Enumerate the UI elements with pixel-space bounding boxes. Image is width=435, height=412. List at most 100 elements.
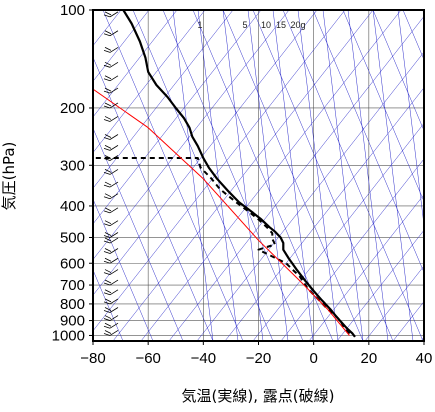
isotherm-11 <box>93 10 262 225</box>
wind-barb-flag-20 <box>103 272 111 275</box>
mixing-ratio-line-2 <box>222 10 264 341</box>
wind-barb-3 <box>103 61 119 68</box>
wind-barb-flag-13 <box>103 196 111 200</box>
wind-barb-7 <box>103 116 119 122</box>
isolines <box>93 10 424 341</box>
wind-barb-flag-24 <box>103 310 111 313</box>
wind-barb-14 <box>103 207 119 214</box>
y-tick-label-5: 600 <box>60 255 85 272</box>
y-tick-label-2: 300 <box>60 157 85 174</box>
dry-adiabat-17 <box>342 10 424 203</box>
mixing-ratio-line-8 <box>372 10 414 341</box>
mixing-ratio-label-4: 20g <box>290 20 305 30</box>
wind-barb-staff-4 <box>109 75 119 82</box>
wind-barb-flag-25 <box>103 318 111 321</box>
mixing-ratio-line-4 <box>272 10 314 341</box>
mixing-ratio-line-3 <box>247 10 289 341</box>
wind-barb-flag-18 <box>103 251 111 254</box>
wind-barb-staff-18 <box>109 248 119 254</box>
dry-adiabat-5 <box>93 269 124 341</box>
wind-barb-25 <box>103 315 119 321</box>
wind-barb-flag-6 <box>103 105 111 109</box>
wind-barb-19 <box>103 257 119 264</box>
wind-barb-flag2-23 <box>104 298 112 303</box>
wind-barb-staff-8 <box>109 134 119 140</box>
wind-barb-staff-13 <box>109 193 119 200</box>
dry-adiabat-11 <box>162 10 304 341</box>
isotherm-24 <box>364 265 424 341</box>
y-tick-label-6: 700 <box>60 277 85 294</box>
wind-barb-flag-15 <box>103 223 111 227</box>
isotherm-16 <box>140 10 402 341</box>
wind-barb-staff-26 <box>109 322 119 329</box>
wind-barb-staff-14 <box>109 207 119 214</box>
x-tick-label-5: 20 <box>360 350 377 367</box>
wind-barb-flag-10 <box>103 158 111 161</box>
wind-barb-flag2-19 <box>104 257 112 262</box>
wind-barb-staff-22 <box>109 289 119 296</box>
dry-adiabat-9 <box>102 10 244 341</box>
y-tick-label-8: 900 <box>60 313 85 330</box>
mixing-ratio-label-1: 5 <box>242 20 247 30</box>
y-tick-label-4: 500 <box>60 229 85 246</box>
mixing-ratio-line-5 <box>297 10 339 341</box>
wind-barb-flag-14 <box>103 210 111 214</box>
dry-adiabat-10 <box>132 10 274 341</box>
isotherm-12 <box>93 10 290 260</box>
dry-adiabat-8 <box>93 56 214 341</box>
wind-barb-16 <box>103 232 119 238</box>
wind-barb-staff-3 <box>109 61 119 68</box>
wind-barb-flag2-25 <box>104 315 112 319</box>
y-tick-label-1: 200 <box>60 100 85 117</box>
wind-barb-staff-16 <box>109 232 119 238</box>
wind-barb-flag2-21 <box>104 279 112 284</box>
wind-barb-flag2-27 <box>104 330 112 334</box>
mixing-ratio-line-9 <box>397 10 424 228</box>
isotherm-8 <box>93 10 178 118</box>
wind-barb-11 <box>103 169 119 175</box>
wind-barb-flag2-1 <box>104 30 112 35</box>
dry-adiabat-19 <box>402 10 424 61</box>
wind-barb-flag-16 <box>103 235 111 238</box>
wind-barb-flag2-4 <box>104 75 112 80</box>
x-tick-label-1: −60 <box>135 350 160 367</box>
wind-barb-2 <box>103 47 119 53</box>
x-tick-label-3: −20 <box>246 350 271 367</box>
mixing-ratio-line-7 <box>347 10 389 341</box>
isotherm-22 <box>308 194 424 341</box>
wind-barb-staff-19 <box>109 257 119 264</box>
y-tick-label-9: 1000 <box>52 327 85 344</box>
wind-barb-flag-0 <box>103 14 111 18</box>
wind-barb-flag2-5 <box>104 87 112 92</box>
y-tick-label-3: 400 <box>60 198 85 215</box>
wind-barb-flag2-22 <box>104 289 112 294</box>
wind-barb-4 <box>103 75 119 82</box>
wind-barb-8 <box>103 134 119 140</box>
wind-barb-flag-23 <box>103 301 111 305</box>
isotherm-23 <box>336 229 424 341</box>
mixing-ratio-label-0: 1 <box>197 20 202 30</box>
wind-barb-15 <box>103 220 119 227</box>
wind-barb-staff-27 <box>109 330 119 336</box>
wind-barb-flag-4 <box>103 78 111 82</box>
x-axis-ticks: −80 −60 −40 −20 0 20 40 <box>80 341 432 367</box>
temperature-line-0 <box>122 10 356 338</box>
isotherm-25 <box>392 301 424 341</box>
wind-barb-10 <box>103 155 119 161</box>
wind-barb-staff-23 <box>109 298 119 305</box>
wind-barb-flag2-11 <box>104 169 112 173</box>
dry-adiabat-18 <box>372 10 424 132</box>
mixing-ratio-line-6 <box>322 10 364 341</box>
isotherm-17 <box>168 15 424 341</box>
wind-barb-12 <box>103 181 119 188</box>
wind-barb-staff-24 <box>109 307 119 313</box>
wind-barb-staff-5 <box>109 87 119 94</box>
dry-adiabat-14 <box>252 10 394 341</box>
x-tick-label-2: −40 <box>191 350 216 367</box>
wind-barb-staff-0 <box>109 11 119 18</box>
isotherm-10 <box>93 10 234 189</box>
data-series <box>93 10 356 338</box>
